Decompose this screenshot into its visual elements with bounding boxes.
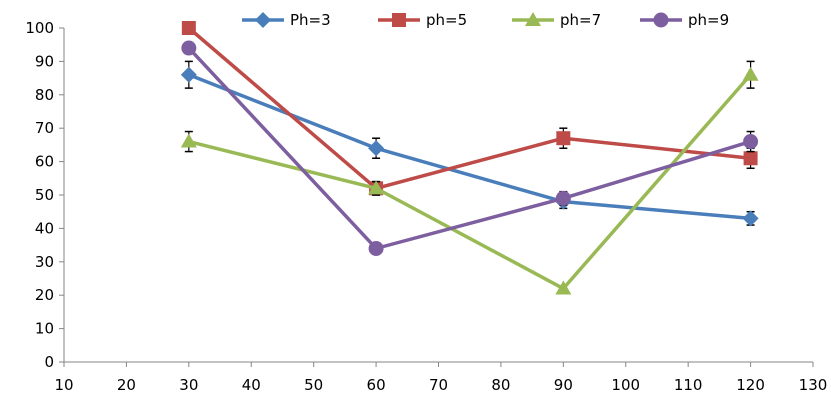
y-tick-label: 40 (35, 219, 54, 237)
y-tick-label: 30 (35, 253, 54, 271)
data-point (742, 210, 759, 227)
y-tick-label: 50 (35, 186, 54, 204)
axes (63, 28, 813, 363)
data-point (180, 66, 197, 83)
legend-label: ph=7 (560, 11, 601, 29)
x-tick-label: 100 (611, 376, 640, 394)
legend-marker (525, 12, 541, 26)
series-layer (180, 21, 759, 295)
series-line (187, 26, 751, 191)
x-tick-label: 70 (429, 376, 448, 394)
x-axis-ticks: 10 20 30 40 50 60 70 80 90 100 110 120 130 (54, 362, 827, 394)
data-point (180, 133, 197, 148)
legend-item-3: ph=7 (512, 11, 601, 29)
data-point (368, 180, 385, 195)
x-tick-label: 120 (736, 376, 765, 394)
data-point (555, 280, 572, 295)
y-tick-label: 60 (35, 153, 54, 171)
x-tick-label: 90 (554, 376, 573, 394)
x-tick-label: 10 (54, 376, 73, 394)
legend-label: Ph=3 (290, 11, 331, 29)
x-tick-label: 40 (242, 376, 261, 394)
legend-label: ph=5 (426, 11, 467, 29)
series-1 (180, 60, 759, 227)
x-tick-label: 60 (367, 376, 386, 394)
legend-label: ph=9 (688, 11, 729, 29)
legend-marker (392, 13, 406, 27)
data-point (743, 151, 758, 166)
series-line (187, 46, 752, 251)
x-tick-label: 20 (117, 376, 136, 394)
legend-item-1: Ph=3 (242, 11, 331, 29)
y-tick-label: 90 (35, 52, 54, 70)
series-line (188, 73, 751, 221)
x-tick-label: 80 (491, 376, 510, 394)
data-point (368, 240, 384, 256)
legend: Ph=3 ph=5 ph=7 ph=9 (242, 11, 729, 29)
legend-item-2: ph=5 (378, 11, 467, 29)
x-tick-label: 130 (799, 376, 828, 394)
legend-marker (255, 12, 271, 28)
legend-item-4: ph=9 (640, 11, 729, 29)
series-line (188, 73, 752, 291)
data-point (742, 66, 759, 81)
x-tick-label: 50 (304, 376, 323, 394)
data-point (368, 140, 385, 157)
data-point (556, 131, 571, 146)
y-tick-label: 0 (44, 353, 54, 371)
data-point (743, 134, 759, 150)
y-tick-label: 10 (35, 320, 54, 338)
y-tick-label: 80 (35, 86, 54, 104)
y-axis-ticks: 0 10 20 30 40 50 60 70 80 90 100 (25, 19, 64, 371)
x-tick-label: 110 (674, 376, 703, 394)
series-2 (181, 21, 758, 196)
data-point (181, 21, 196, 35)
y-tick-label: 70 (35, 119, 54, 137)
series-4 (181, 40, 759, 256)
x-tick-label: 30 (179, 376, 198, 394)
series-3 (180, 60, 759, 295)
data-point (181, 40, 197, 56)
data-point (555, 190, 571, 206)
y-tick-label: 20 (35, 286, 54, 304)
legend-marker (653, 12, 669, 28)
y-tick-label: 100 (25, 19, 54, 37)
